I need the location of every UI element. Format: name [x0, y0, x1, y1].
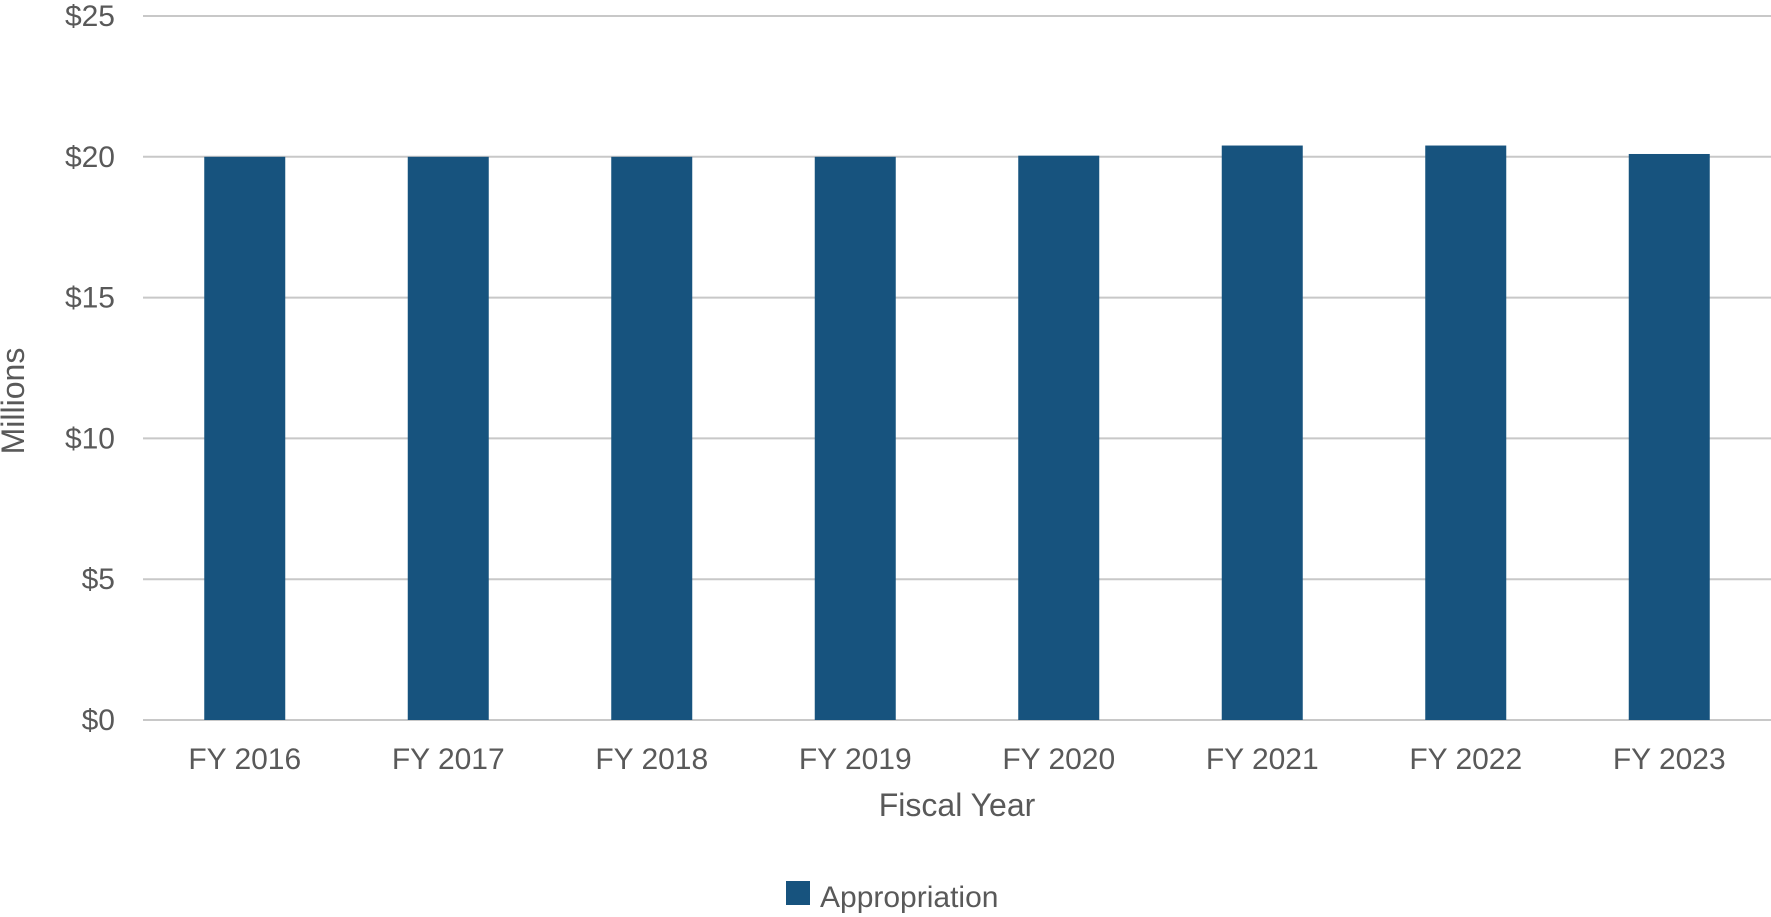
- x-tick-label: FY 2022: [1409, 743, 1522, 776]
- bar: [1018, 155, 1100, 721]
- y-tick-label: $15: [65, 282, 115, 315]
- bar: [407, 156, 489, 721]
- x-tick-label: FY 2016: [188, 743, 301, 776]
- x-axis-title: Fiscal Year: [879, 787, 1036, 823]
- x-tick-label: FY 2017: [392, 743, 505, 776]
- y-tick-label: $5: [82, 563, 115, 596]
- bar: [1221, 145, 1303, 720]
- x-tick-label: FY 2023: [1613, 743, 1726, 776]
- gridlines: [143, 15, 1771, 721]
- legend: Appropriation: [786, 881, 998, 914]
- bar: [814, 156, 896, 721]
- x-tick-label: FY 2021: [1206, 743, 1319, 776]
- legend-swatch: [786, 881, 810, 905]
- bar: [1628, 153, 1710, 720]
- bar: [611, 156, 693, 721]
- y-axis-title: Millions: [0, 348, 31, 455]
- x-tick-label: FY 2018: [595, 743, 708, 776]
- x-tick-label: FY 2020: [1002, 743, 1115, 776]
- bar: [204, 156, 286, 721]
- x-tick-label: FY 2019: [799, 743, 912, 776]
- legend-label: Appropriation: [820, 881, 998, 914]
- y-tick-label: $25: [65, 0, 115, 33]
- x-axis-tick-labels: FY 2016 FY 2017 FY 2018 FY 2019 FY 2020 FY 20…: [188, 743, 1725, 776]
- bar: [1425, 145, 1507, 720]
- y-axis-tick-labels: $0 $5 $10 $15 $20 $25: [65, 0, 115, 737]
- bars: [204, 145, 1710, 721]
- y-tick-label: $20: [65, 141, 115, 174]
- y-tick-label: $0: [82, 704, 115, 737]
- y-tick-label: $10: [65, 422, 115, 455]
